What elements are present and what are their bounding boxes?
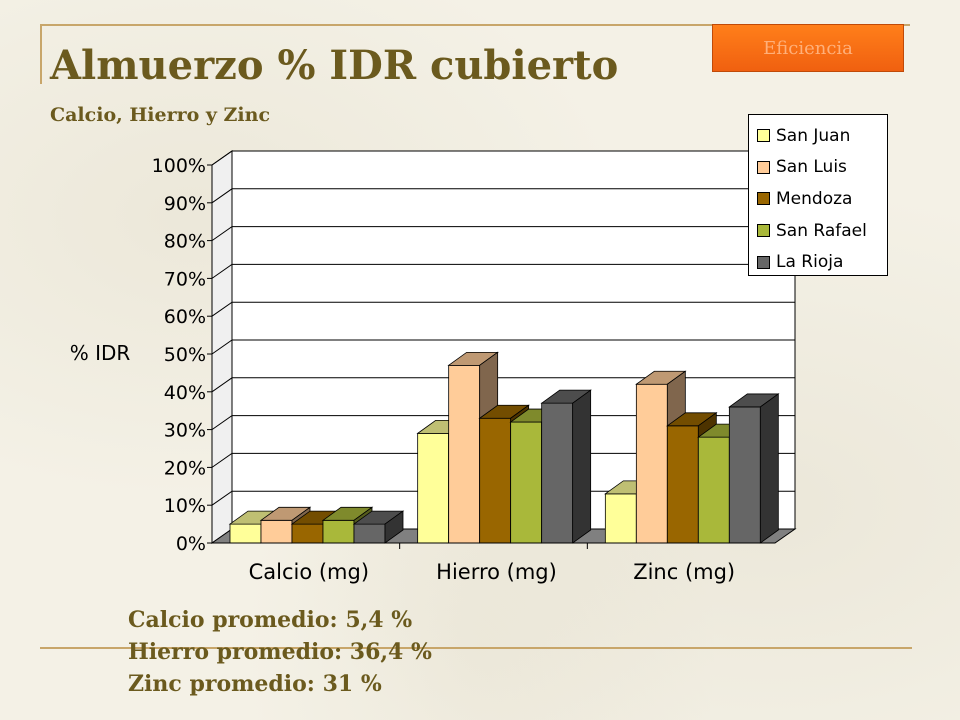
bar: [604, 493, 637, 544]
y-tick-label: 80%: [164, 231, 206, 253]
bar: [635, 383, 668, 544]
legend-label: San Juan: [776, 125, 851, 146]
gridline: [211, 263, 795, 279]
y-tick-label: 100%: [152, 155, 206, 177]
legend-item: Mendoza: [749, 183, 887, 215]
accent-top-line: [40, 24, 910, 26]
legend-swatch: [757, 192, 770, 206]
bar: [291, 523, 324, 544]
legend-label: San Rafael: [776, 220, 867, 241]
y-tick-label: 30%: [164, 420, 206, 442]
bar: [510, 421, 543, 544]
gridline: [211, 452, 795, 468]
legend-item: La Rioja: [749, 246, 887, 278]
averages-block: Calcio promedio: 5,4 % Hierro promedio: …: [128, 604, 432, 700]
legend-swatch: [757, 160, 770, 174]
y-tick-label: 50%: [164, 344, 206, 366]
legend-item: San Juan: [749, 120, 887, 152]
bar: [417, 432, 450, 544]
accent-bottom-line: [40, 647, 912, 649]
legend-label: San Luis: [776, 157, 847, 178]
bar: [353, 523, 386, 544]
bar: [448, 364, 481, 544]
legend-label: Mendoza: [776, 188, 853, 209]
bar-side: [759, 393, 779, 544]
y-tick-label: 20%: [164, 457, 206, 479]
gridline: [211, 339, 795, 355]
chart-legend: San Juan San Luis Mendoza San Rafael La Rioj…: [748, 114, 888, 276]
zinc-average: Zinc promedio: 31 %: [128, 671, 382, 697]
x-category-label: Hierro (mg): [436, 560, 557, 584]
y-tick-label: 90%: [164, 193, 206, 215]
gridline: [211, 301, 795, 317]
bar-side: [384, 510, 404, 544]
gridline: [211, 226, 795, 242]
bar: [322, 519, 355, 544]
legend-item: San Rafael: [749, 215, 887, 247]
hierro-average: Hierro promedio: 36,4 %: [128, 639, 432, 665]
bar: [479, 417, 512, 544]
y-tick-label: 70%: [164, 268, 206, 290]
legend-swatch: [757, 129, 770, 143]
legend-swatch: [757, 255, 770, 269]
bar: [229, 523, 262, 544]
gridline: [211, 415, 795, 431]
bar: [728, 406, 761, 544]
bar-side: [572, 389, 592, 544]
y-tick-label: 40%: [164, 382, 206, 404]
legend-item: San Luis: [749, 152, 887, 184]
bar: [666, 425, 699, 544]
page-subtitle: Calcio, Hierro y Zinc: [50, 104, 271, 126]
calcio-average: Calcio promedio: 5,4 %: [128, 607, 413, 633]
legend-label: La Rioja: [776, 252, 844, 273]
x-category-label: Zinc (mg): [633, 560, 735, 584]
bar: [260, 519, 293, 544]
bar: [541, 402, 574, 544]
x-category-label: Calcio (mg): [249, 560, 369, 584]
accent-vertical-line: [40, 24, 42, 84]
y-tick-label: 0%: [176, 533, 206, 555]
eficiencia-tab[interactable]: Eficiencia: [712, 24, 904, 72]
gridline: [211, 150, 795, 166]
eficiencia-tab-label: Eficiencia: [763, 37, 853, 59]
y-tick-label: 10%: [164, 495, 206, 517]
y-tick-label: 60%: [164, 306, 206, 328]
y-axis-label: % IDR: [70, 341, 131, 365]
legend-swatch: [757, 224, 770, 238]
gridline: [211, 377, 795, 393]
gridline: [211, 490, 795, 506]
bar: [697, 436, 730, 544]
gridline: [211, 188, 795, 204]
page-title: Almuerzo % IDR cubierto: [50, 42, 619, 89]
